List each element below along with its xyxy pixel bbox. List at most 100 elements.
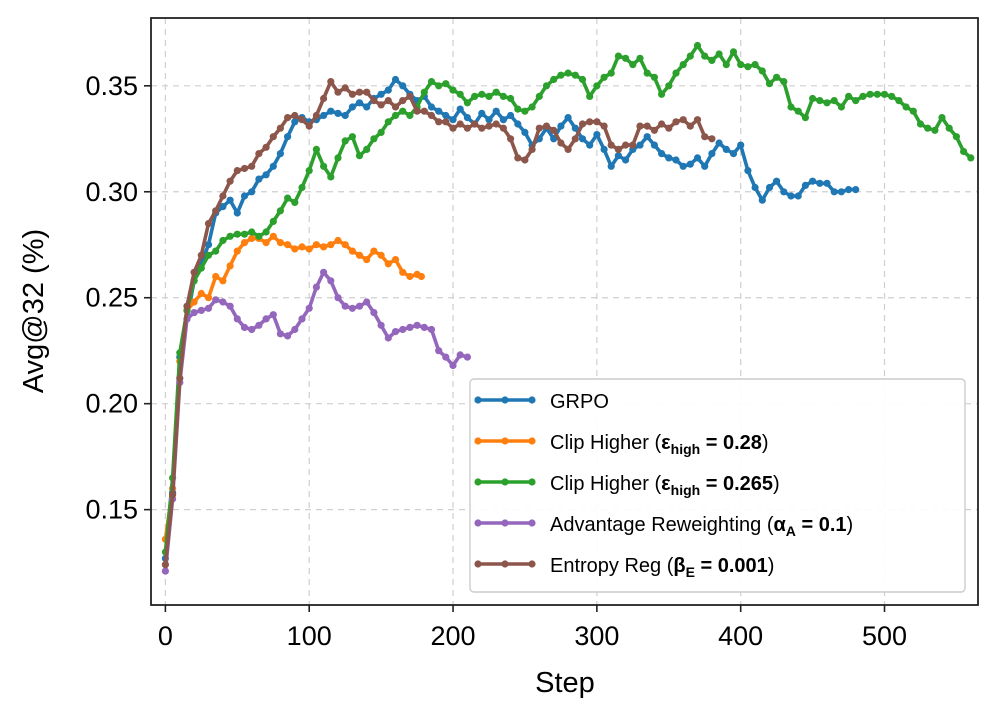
data-point xyxy=(880,90,889,98)
data-point xyxy=(226,232,234,240)
data-point xyxy=(334,109,342,117)
data-point xyxy=(305,122,313,130)
data-point xyxy=(622,156,630,164)
data-point xyxy=(276,330,284,338)
data-point xyxy=(514,120,522,128)
legend-label-part: ε xyxy=(661,432,671,454)
legend-label-part: = 0.28 xyxy=(700,432,762,454)
data-point xyxy=(614,52,623,60)
data-point xyxy=(744,167,752,175)
data-point xyxy=(693,116,702,124)
legend-item: Clip Higher (εhigh = 0.28) xyxy=(474,432,769,457)
data-point xyxy=(557,71,565,79)
data-point xyxy=(542,122,551,130)
data-point xyxy=(873,90,881,98)
legend-label: Advantage Reweighting (αA = 0.1) xyxy=(550,514,853,539)
data-point xyxy=(204,241,213,249)
data-point xyxy=(967,154,975,162)
data-point xyxy=(348,103,356,111)
legend-marker xyxy=(528,437,536,445)
data-point xyxy=(255,321,263,329)
data-point xyxy=(816,97,824,105)
data-point xyxy=(593,131,601,139)
data-point xyxy=(916,120,925,128)
data-point xyxy=(945,124,953,132)
series-4 xyxy=(161,78,716,569)
data-point xyxy=(435,118,443,126)
data-point xyxy=(701,52,709,60)
data-point xyxy=(262,228,270,236)
data-point xyxy=(521,156,529,164)
data-point xyxy=(384,118,392,126)
data-point xyxy=(312,111,320,120)
data-point xyxy=(384,334,392,342)
legend-label: GRPO xyxy=(550,391,609,413)
data-point xyxy=(248,325,256,334)
data-point xyxy=(269,162,277,170)
data-point xyxy=(665,124,673,132)
data-point xyxy=(248,228,256,236)
data-point xyxy=(197,251,205,259)
data-point xyxy=(212,272,220,281)
data-point xyxy=(471,120,479,128)
legend-label-part: ε xyxy=(661,473,671,495)
data-point xyxy=(417,272,425,281)
data-point xyxy=(276,239,284,247)
data-point xyxy=(600,73,608,81)
x-tick-label: 500 xyxy=(862,621,907,651)
data-point xyxy=(701,133,709,141)
data-point xyxy=(161,561,169,569)
data-point xyxy=(931,126,939,134)
data-point xyxy=(298,243,306,251)
data-point xyxy=(722,61,730,69)
data-point xyxy=(729,48,738,56)
legend-marker xyxy=(528,478,536,486)
data-point xyxy=(240,323,249,331)
data-point xyxy=(226,196,234,204)
data-point xyxy=(960,147,968,156)
data-point xyxy=(672,118,680,126)
data-point xyxy=(233,230,241,238)
data-point xyxy=(636,54,644,62)
data-point xyxy=(276,124,284,132)
data-point xyxy=(291,325,299,334)
data-point xyxy=(794,107,802,115)
data-point xyxy=(298,116,306,124)
data-point xyxy=(607,162,615,170)
data-point xyxy=(269,133,277,141)
data-point xyxy=(765,183,774,192)
data-point xyxy=(341,137,349,145)
data-point xyxy=(370,135,378,143)
data-point xyxy=(499,116,507,124)
data-point xyxy=(363,256,371,264)
legend-marker xyxy=(501,396,509,404)
data-point xyxy=(276,207,284,215)
data-point xyxy=(528,103,536,111)
data-point xyxy=(240,230,249,238)
data-point xyxy=(550,75,558,84)
legend-item: Entropy Reg (βE = 0.001) xyxy=(474,555,774,580)
legend-marker xyxy=(528,396,536,404)
data-point xyxy=(427,111,436,120)
data-point xyxy=(197,264,205,272)
data-point xyxy=(499,92,507,100)
data-point xyxy=(852,186,860,194)
data-point xyxy=(672,156,680,164)
data-point xyxy=(248,162,256,170)
data-point xyxy=(284,194,292,202)
data-point xyxy=(276,150,284,158)
axis-ticks: 0 100 200 300 400 500 0.15 0.20 0.25 0.30 0.35 xyxy=(85,71,907,651)
legend-marker xyxy=(474,437,482,445)
data-point xyxy=(391,328,400,336)
data-point xyxy=(391,256,400,264)
data-point xyxy=(233,315,241,323)
data-point xyxy=(571,71,579,79)
legend-label-part: Clip Higher ( xyxy=(550,473,661,495)
legend-label-part: GRPO xyxy=(550,391,609,413)
data-point xyxy=(355,251,364,259)
data-point xyxy=(463,124,471,132)
data-point xyxy=(435,347,443,355)
data-point xyxy=(708,135,716,143)
data-point xyxy=(219,236,227,245)
